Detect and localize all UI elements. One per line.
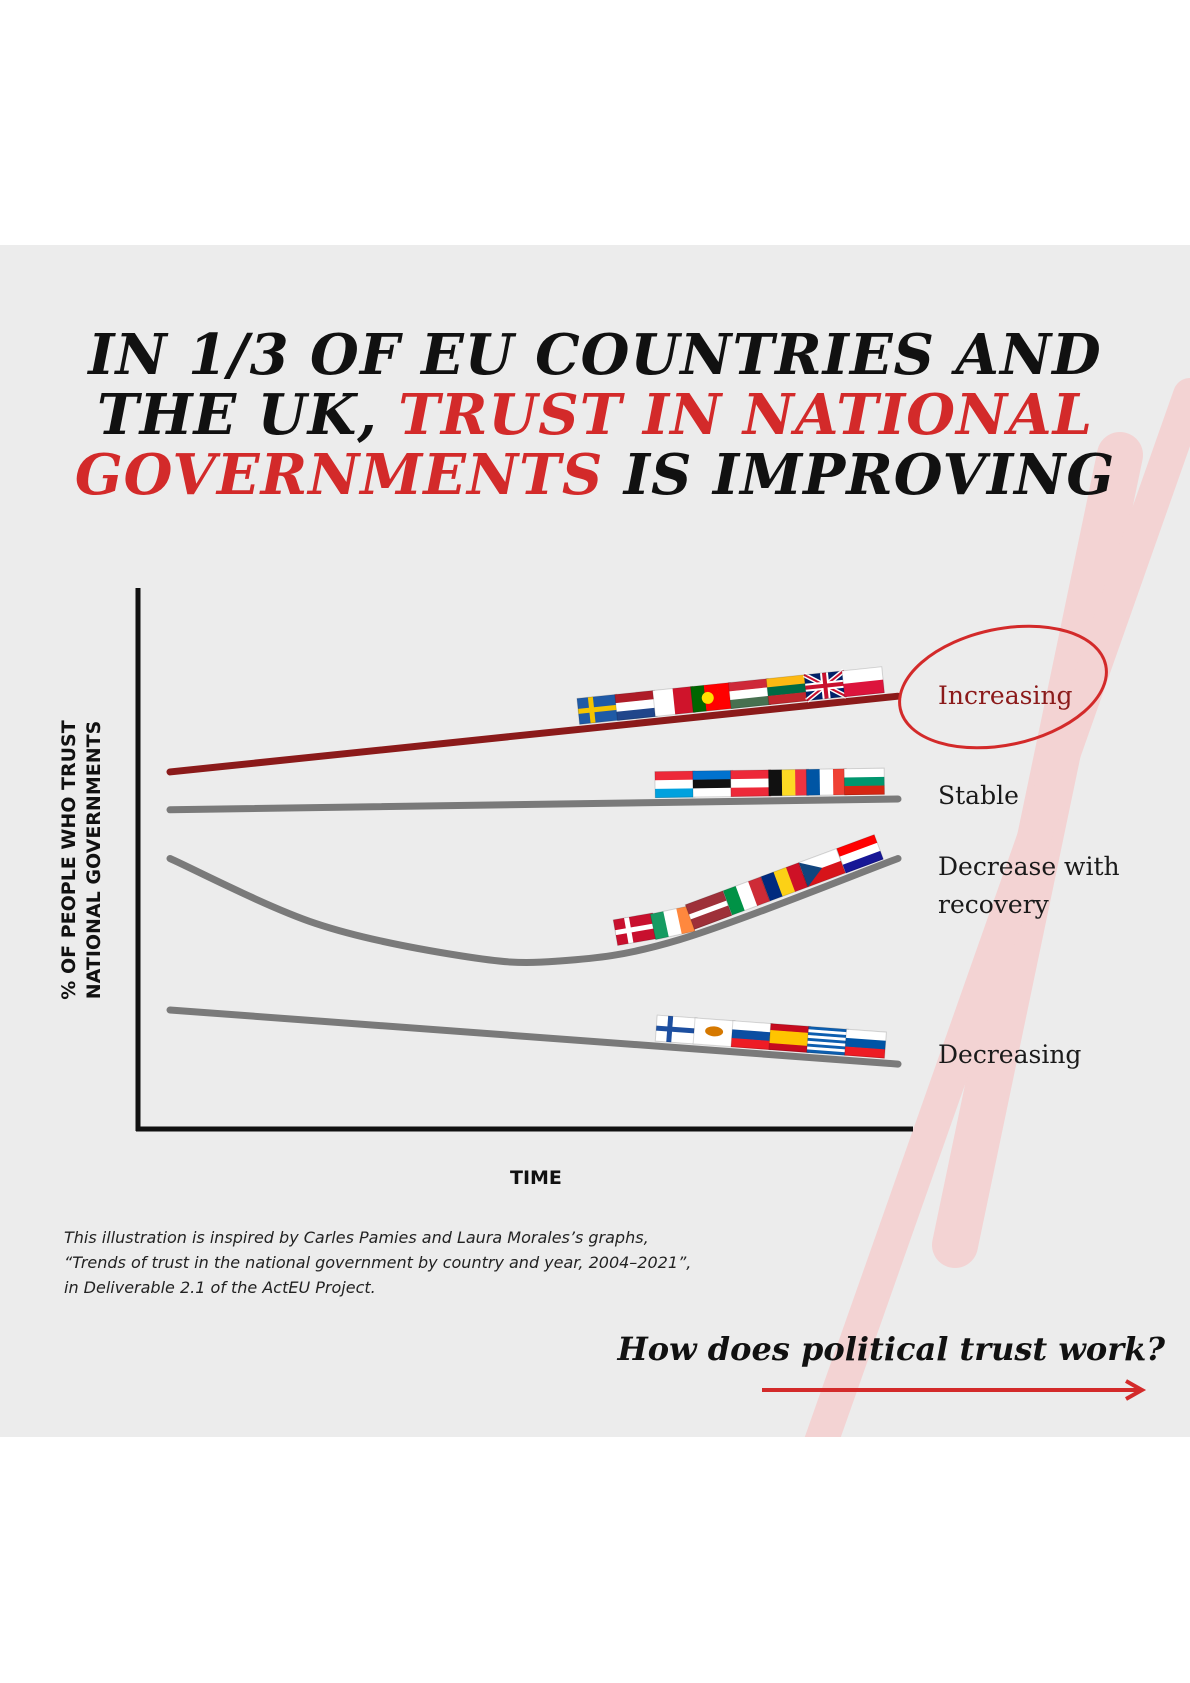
cta-link[interactable]: How does political trust work?	[617, 1330, 1166, 1368]
flag-lithuania	[765, 674, 810, 706]
increasing-highlight-circle	[898, 624, 1108, 750]
flag-finland	[654, 1014, 698, 1045]
headline-line3-dark: IS IMPROVING	[603, 442, 1116, 508]
headline-line2-dark: THE UK,	[96, 382, 399, 448]
flag-spain	[768, 1023, 812, 1053]
series-line-decreasing	[166, 1006, 902, 1068]
y-axis-label: % OF PEOPLE WHO TRUST NATIONAL GOVERNMEN…	[57, 710, 117, 1010]
series-line-stable	[166, 795, 902, 814]
infographic-card: IN 1/3 OF EU COUNTRIES AND THE UK, TRUST…	[0, 245, 1190, 1437]
flag-denmark	[612, 912, 658, 947]
source-note-line2: “Trends of trust in the national governm…	[64, 1253, 692, 1272]
headline: IN 1/3 OF EU COUNTRIES AND THE UK, TRUST…	[0, 325, 1190, 505]
trend-label-stable: Stable	[938, 781, 1019, 810]
flag-united-kingdom	[802, 668, 848, 703]
flag-malta	[652, 685, 696, 717]
flag-sweden	[576, 693, 620, 725]
trend-label-decrease-with-recovery: Decrease with recovery	[938, 852, 1120, 919]
decorative-stripes	[804, 378, 1190, 1437]
flag-bulgaria	[843, 767, 886, 796]
trend-label-increasing: Increasing	[938, 681, 1073, 710]
y-axis-label-line1: % OF PEOPLE WHO TRUST	[58, 720, 80, 1000]
flag-italy	[722, 876, 771, 916]
series-line-decrease-with-recovery	[166, 855, 902, 967]
trend-label-decreasing: Decreasing	[938, 1040, 1082, 1069]
flag-belgium	[767, 768, 810, 797]
flag-greece	[806, 1025, 850, 1056]
flag-estonia	[692, 769, 734, 798]
flag-portugal	[689, 681, 734, 714]
arrow-right-icon[interactable]	[760, 1375, 1150, 1405]
headline-line1: IN 1/3 OF EU COUNTRIES AND	[88, 322, 1102, 388]
y-axis-label-line2: NATIONAL GOVERNMENTS	[83, 720, 105, 1000]
flag-cyprus	[692, 1017, 736, 1048]
flag-poland	[841, 666, 885, 698]
source-note-line3: in Deliverable 2.1 of the ActEU Project.	[64, 1278, 376, 1297]
headline-line2-accent: TRUST IN NATIONAL	[398, 382, 1094, 448]
x-axis-label: TIME	[510, 1167, 562, 1189]
source-note-line1: This illustration is inspired by Carles …	[64, 1228, 649, 1247]
series-line-increasing	[166, 692, 902, 776]
source-note: This illustration is inspired by Carles …	[64, 1225, 764, 1300]
flag-austria	[730, 769, 772, 797]
flag-slovenia	[844, 1028, 887, 1059]
trend-chart	[135, 588, 1108, 1132]
flag-romania	[760, 862, 809, 902]
flag-hungary	[727, 678, 772, 710]
flag-netherlands	[614, 689, 658, 721]
headline-line3-accent: GOVERNMENTS	[74, 442, 604, 508]
flag-latvia	[684, 890, 733, 930]
flag-luxembourg	[654, 770, 696, 799]
flag-czechia	[798, 848, 847, 888]
flag-slovakia	[730, 1020, 774, 1051]
flag-croatia	[836, 833, 884, 874]
flag-france	[805, 768, 848, 796]
